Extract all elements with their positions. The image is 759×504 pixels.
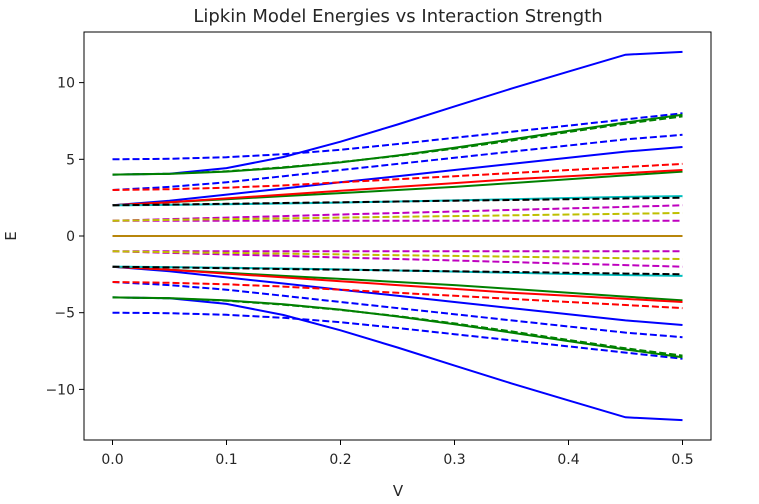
series-line-14 xyxy=(112,162,683,191)
series-layer xyxy=(112,50,683,422)
series-line-1 xyxy=(112,296,683,422)
x-tick-label: 0.3 xyxy=(443,452,465,468)
series-line-6 xyxy=(112,146,683,207)
series-line-23 xyxy=(112,250,683,268)
x-tick-label: 0.5 xyxy=(671,452,693,468)
x-axis-label: V xyxy=(393,482,404,500)
y-tick-label: 5 xyxy=(66,152,75,168)
series-line-5 xyxy=(112,281,683,339)
x-tick-label: 0.2 xyxy=(329,452,351,468)
y-axis: −10 −5 0 5 10 xyxy=(45,76,84,398)
series-line-10 xyxy=(112,115,683,176)
series-line-2 xyxy=(112,112,683,161)
chart-title: Lipkin Model Energies vs Interaction Str… xyxy=(193,6,602,27)
series-line-17 xyxy=(112,265,683,303)
x-axis: 0.0 0.1 0.2 0.3 0.4 0.5 xyxy=(101,440,694,468)
series-line-22 xyxy=(112,204,683,222)
y-tick-label: −5 xyxy=(54,306,75,322)
x-tick-label: 0.0 xyxy=(101,452,123,468)
series-line-25 xyxy=(112,250,683,260)
series-line-0 xyxy=(112,50,683,176)
series-line-24 xyxy=(112,212,683,222)
series-line-3 xyxy=(112,311,683,360)
series-line-11 xyxy=(112,296,683,357)
y-tick-label: −10 xyxy=(45,382,75,398)
x-tick-label: 0.1 xyxy=(215,452,237,468)
series-line-27 xyxy=(112,265,683,276)
series-line-15 xyxy=(112,281,683,310)
series-line-16 xyxy=(112,169,683,207)
series-line-4 xyxy=(112,133,683,191)
y-tick-label: 0 xyxy=(66,229,75,245)
series-line-26 xyxy=(112,196,683,207)
series-line-7 xyxy=(112,265,683,326)
x-tick-label: 0.4 xyxy=(557,452,579,468)
y-tick-label: 10 xyxy=(57,76,75,92)
y-axis-label: E xyxy=(2,231,20,240)
